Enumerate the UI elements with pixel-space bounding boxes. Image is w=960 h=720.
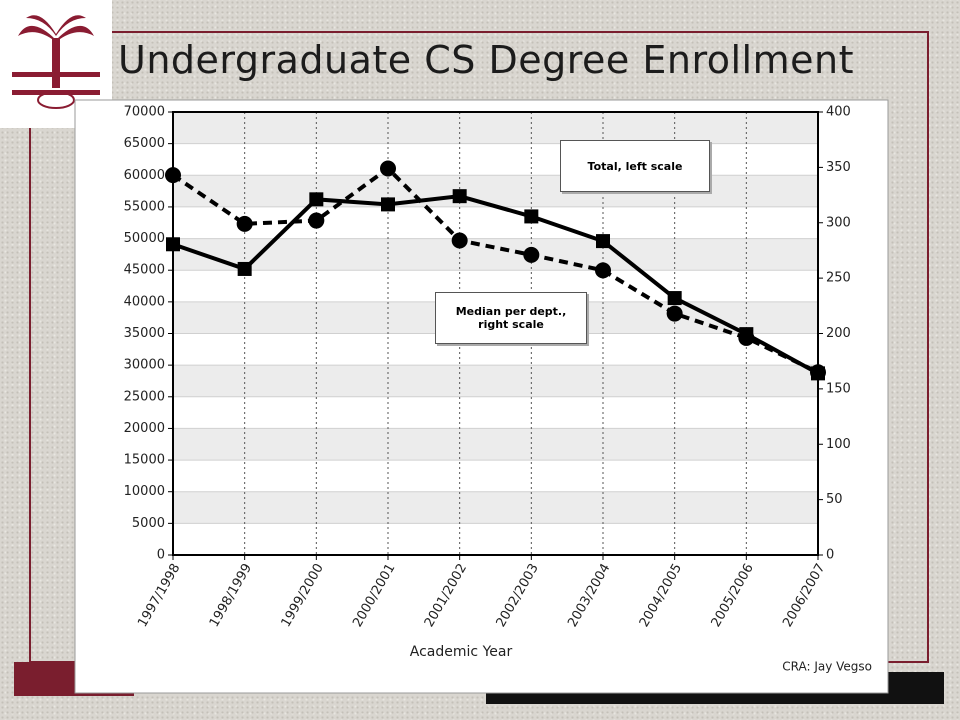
y-tick-label: 55000 (124, 199, 165, 214)
y2-tick-label: 150 (826, 381, 851, 396)
source: CRA: Jay Vegso (782, 660, 872, 674)
y2-tick-label: 100 (826, 437, 851, 452)
y-tick-label: 25000 (124, 389, 165, 404)
marker (666, 305, 683, 322)
marker (738, 329, 755, 346)
grid-band (173, 365, 818, 397)
marker (237, 261, 252, 276)
annotation: Total, left scale (560, 140, 710, 192)
marker (381, 197, 395, 212)
grid-band (173, 428, 818, 461)
marker (308, 212, 325, 229)
marker (596, 234, 610, 249)
y-tick-label: 0 (157, 548, 165, 563)
y-tick-label: 5000 (132, 516, 165, 531)
y-tick-label: 10000 (124, 484, 165, 499)
y-tick-label: 65000 (124, 136, 165, 151)
chart-title: Undergraduate CS Degree Enrollment (118, 38, 854, 82)
grid-band (173, 112, 818, 144)
y-tick-label: 15000 (124, 453, 165, 468)
y2-tick-label: 350 (826, 160, 851, 175)
logo (12, 15, 100, 109)
series-line (171, 165, 819, 375)
grid-band (173, 238, 818, 271)
plot-frame (172, 111, 819, 556)
marker (166, 237, 180, 252)
marker (165, 167, 181, 184)
marker (524, 209, 539, 224)
marker (451, 232, 468, 249)
series-line (172, 194, 819, 376)
y2-tick-label: 50 (826, 492, 843, 507)
marker (452, 189, 467, 204)
marker (236, 215, 253, 232)
y-tick-label: 50000 (124, 231, 165, 246)
y-tick-label: 60000 (124, 168, 165, 183)
y-tick-label: 45000 (124, 263, 165, 278)
grid-band (173, 491, 818, 524)
grid-band (173, 175, 818, 207)
y2-tick-label: 200 (826, 326, 851, 341)
y-tick-label: 40000 (124, 294, 165, 309)
x-axis-label: Academic Year (410, 644, 513, 660)
y-tick-label: 70000 (124, 105, 165, 120)
marker (810, 364, 826, 381)
marker (309, 192, 324, 207)
annotation: Median per dept., right scale (435, 292, 587, 344)
y2-tick-label: 400 (826, 105, 851, 120)
y-tick-label: 35000 (124, 326, 165, 341)
y-tick-label: 20000 (124, 421, 165, 436)
y2-tick-label: 300 (826, 215, 851, 230)
y2-tick-label: 250 (826, 271, 851, 286)
marker (595, 262, 611, 279)
marker (380, 160, 396, 177)
marker (523, 246, 540, 263)
y-tick-label: 30000 (124, 358, 165, 373)
y2-tick-label: 0 (826, 548, 834, 563)
marker (667, 291, 682, 306)
